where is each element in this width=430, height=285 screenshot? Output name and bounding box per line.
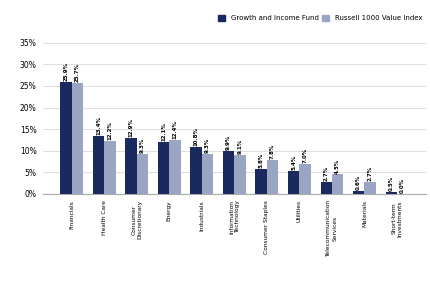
Bar [332, 174, 343, 194]
Text: 10.8%: 10.8% [194, 127, 199, 146]
Text: 0.0%: 0.0% [400, 178, 405, 193]
Text: 12.1%: 12.1% [161, 122, 166, 141]
Text: 0.5%: 0.5% [389, 176, 394, 191]
Bar [386, 192, 397, 194]
Text: 2.7%: 2.7% [324, 166, 329, 181]
Bar [299, 164, 311, 194]
Text: 25.7%: 25.7% [75, 63, 80, 82]
Text: 9.1%: 9.1% [237, 139, 243, 154]
Bar [60, 82, 72, 194]
Text: 5.8%: 5.8% [259, 152, 264, 168]
Bar [202, 154, 213, 194]
Bar [267, 160, 278, 194]
Bar [126, 138, 137, 194]
Bar [364, 182, 376, 194]
Text: 9.3%: 9.3% [140, 137, 145, 153]
Legend: Growth and Income Fund, Russell 1000 Value Index: Growth and Income Fund, Russell 1000 Val… [218, 15, 422, 21]
Text: 7.0%: 7.0% [303, 148, 307, 163]
Bar [353, 191, 364, 194]
Bar [104, 141, 116, 194]
Text: 9.3%: 9.3% [205, 137, 210, 153]
Text: 5.4%: 5.4% [291, 154, 296, 170]
Bar [320, 182, 332, 194]
Text: 2.7%: 2.7% [368, 166, 373, 181]
Bar [234, 154, 246, 194]
Text: 12.2%: 12.2% [108, 121, 113, 140]
Text: 12.9%: 12.9% [129, 118, 134, 137]
Bar [158, 142, 169, 194]
Text: 0.6%: 0.6% [356, 175, 361, 190]
Bar [190, 147, 202, 194]
Bar [288, 170, 299, 194]
Text: 4.5%: 4.5% [335, 158, 340, 174]
Bar [93, 136, 104, 194]
Bar [72, 83, 83, 194]
Text: 9.9%: 9.9% [226, 135, 231, 150]
Bar [255, 169, 267, 194]
Text: 7.8%: 7.8% [270, 144, 275, 159]
Text: 25.9%: 25.9% [64, 62, 69, 81]
Bar [137, 154, 148, 194]
Text: 12.4%: 12.4% [172, 121, 178, 139]
Text: 13.4%: 13.4% [96, 116, 101, 135]
Bar [223, 151, 234, 194]
Bar [169, 140, 181, 194]
